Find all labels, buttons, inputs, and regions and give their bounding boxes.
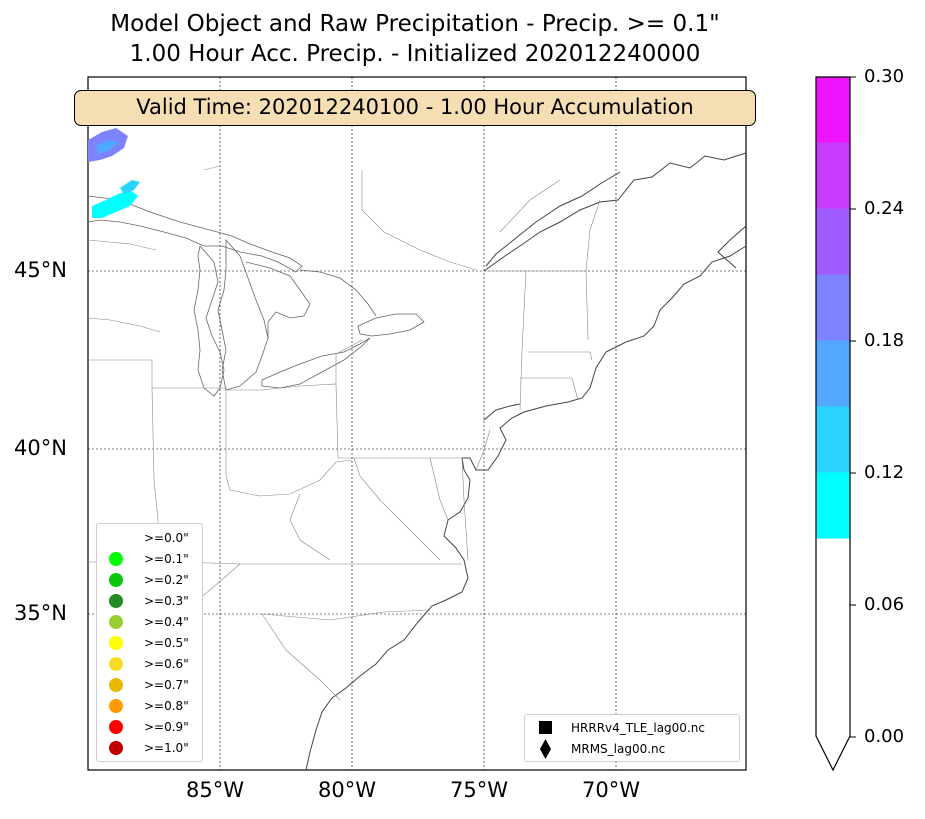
square-marker-icon (539, 721, 552, 734)
legend-label: >=0.8" (144, 699, 189, 713)
legend-row: >=0.2" (97, 569, 202, 590)
title-line-1: Model Object and Raw Precipitation - Pre… (110, 11, 720, 37)
colorbar-bin-3 (816, 340, 850, 407)
legend-row: >=0.3" (97, 590, 202, 611)
legend-row: >=0.9" (97, 716, 202, 737)
precip-patch-upper-core (96, 140, 118, 154)
legend-label: >=0.9" (144, 720, 189, 734)
legend-row: >=0.7" (97, 674, 202, 695)
legend-dot (109, 531, 123, 545)
model-legend-markers (539, 721, 552, 759)
title-line-2: 1.00 Hour Acc. Precip. - Initialized 202… (129, 41, 701, 67)
threshold-legend: >=0.0" >=0.1" >=0.2" >=0.3" >=0.4" >=0.5… (96, 523, 203, 762)
legend-row: >=1.0" (97, 737, 202, 758)
legend-row: >=0.0" (97, 527, 202, 548)
legend-row: >=0.4" (97, 611, 202, 632)
model-legend: HRRRv4_TLE_lag00.nc MRMS_lag00.nc (524, 714, 740, 762)
precip-field (88, 128, 140, 218)
colorbar-bin-7 (816, 77, 850, 143)
lon-label-80w: 80°W (318, 778, 376, 802)
colorbar-bin-1 (816, 472, 850, 539)
state-borders (87, 165, 601, 701)
lat-label-45n: 45°N (14, 258, 67, 282)
colorbar-label-0.30: 0.30 (864, 66, 905, 87)
legend-dot (109, 678, 123, 692)
legend-label: >=0.5" (144, 636, 189, 650)
colorbar-label-0.18: 0.18 (864, 330, 905, 351)
legend-label: >=0.4" (144, 615, 189, 629)
lon-label-85w: 85°W (186, 778, 244, 802)
legend-dot (109, 615, 123, 629)
colorbar (815, 76, 856, 772)
legend-label: >=0.6" (144, 657, 189, 671)
colorbar-label-0.06: 0.06 (864, 594, 905, 615)
legend-label: >=0.2" (144, 573, 189, 587)
great-lakes (87, 195, 425, 397)
legend-dot (109, 720, 123, 734)
legend-dot (109, 699, 123, 713)
lat-label-40n: 40°N (14, 436, 67, 460)
legend-row: >=0.5" (97, 632, 202, 653)
colorbar-bin-6 (816, 142, 850, 209)
legend-row: >=0.1" (97, 548, 202, 569)
legend-label: >=0.0" (144, 531, 189, 545)
colorbar-label-0.24: 0.24 (864, 198, 905, 219)
legend-label: >=0.7" (144, 678, 189, 692)
colorbar-bin-4 (816, 274, 850, 341)
legend-dot (109, 636, 123, 650)
legend-row: >=0.8" (97, 695, 202, 716)
coastlines (305, 152, 747, 771)
legend-row: >=0.6" (97, 653, 202, 674)
colorbar-label-0.12: 0.12 (864, 462, 905, 483)
legend-label: >=1.0" (144, 741, 189, 755)
colorbar-bin-5 (816, 208, 850, 275)
legend-dot (109, 573, 123, 587)
legend-dot (109, 657, 123, 671)
legend-dot (109, 594, 123, 608)
legend-label: >=0.1" (144, 552, 189, 566)
lon-label-70w: 70°W (582, 778, 640, 802)
model-legend-label-mrms: MRMS_lag00.nc (571, 742, 666, 756)
legend-dot (109, 741, 123, 755)
colorbar-bin-0 (816, 538, 850, 736)
precip-patch-lower (92, 190, 138, 218)
colorbar-bin-2 (816, 406, 850, 473)
precip-patch-lower-core (120, 180, 140, 194)
colorbar-outline (815, 76, 851, 772)
lon-label-75w: 75°W (450, 778, 508, 802)
valid-time-box: Valid Time: 202012240100 - 1.00 Hour Acc… (74, 90, 756, 126)
model-legend-label-hrrr: HRRRv4_TLE_lag00.nc (571, 721, 705, 735)
diamond-marker-icon (540, 739, 551, 759)
legend-dot (109, 552, 123, 566)
legend-label: >=0.3" (144, 594, 189, 608)
colorbar-label-0.00: 0.00 (864, 726, 905, 747)
lat-label-35n: 35°N (14, 601, 67, 625)
